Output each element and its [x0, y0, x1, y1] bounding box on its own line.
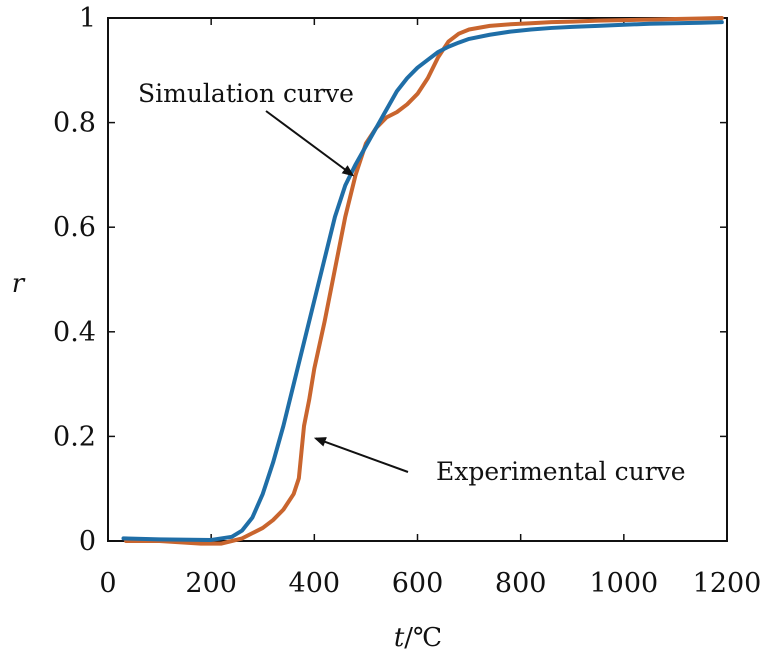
x-tick-label: 200 [185, 568, 237, 599]
y-tick-label: 1 [79, 3, 96, 34]
x-tick-label: 0 [99, 568, 116, 599]
series-layer [121, 16, 724, 546]
simulation-curve-line [121, 20, 724, 542]
x-axis-label-var: t [394, 623, 405, 653]
y-axis-label: r [12, 269, 26, 299]
x-tick-labels: 0 200 400 600 800 1000 1200 [99, 568, 761, 599]
simulation-arrow [265, 110, 355, 177]
x-tick-label: 400 [289, 568, 341, 599]
y-tick-label: 0.8 [53, 108, 96, 139]
y-tick-label: 0 [79, 526, 96, 557]
y-tick-labels: 0 0.2 0.4 0.6 0.8 1 [53, 3, 96, 557]
y-tick-label: 0.2 [53, 421, 96, 452]
annotation-experimental: Experimental curve [436, 457, 686, 486]
x-axis-label-unit: /℃ [404, 623, 442, 653]
x-axis-label: t/℃ [394, 623, 442, 653]
annotation-arrows [265, 110, 409, 473]
y-tick-label: 0.4 [53, 317, 96, 348]
annotation-simulation: Simulation curve [138, 79, 354, 108]
y-tick-label: 0.6 [53, 212, 96, 243]
x-tick-label: 600 [392, 568, 444, 599]
experimental-arrow [313, 437, 409, 473]
x-tick-label: 800 [495, 568, 547, 599]
x-tick-label: 1000 [589, 568, 658, 599]
x-tick-label: 1200 [693, 568, 762, 599]
